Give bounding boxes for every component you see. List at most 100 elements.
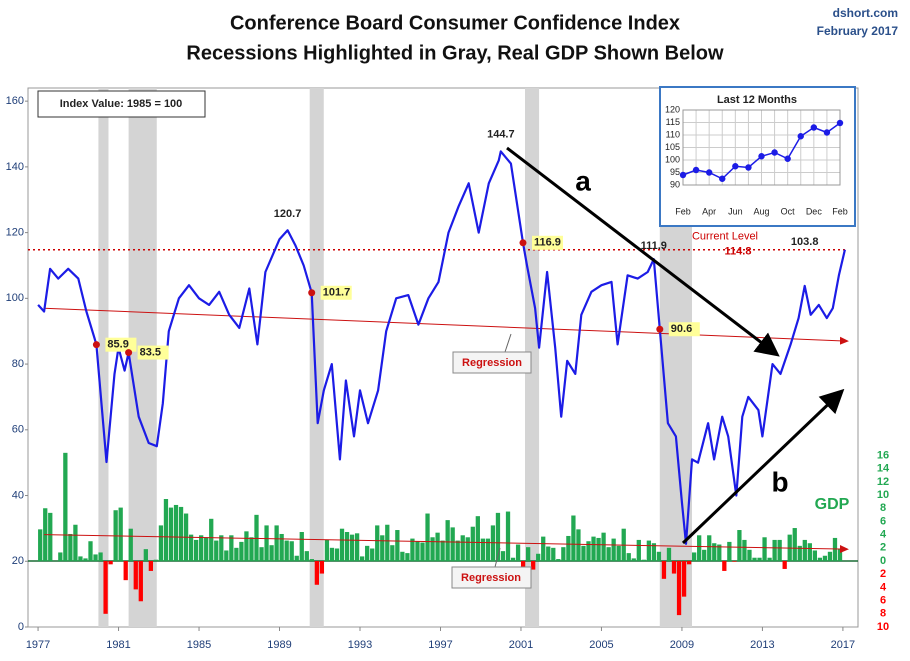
gdp-bar	[309, 559, 314, 562]
y-tick-label: 0	[18, 621, 24, 633]
gdp-bar	[626, 553, 631, 562]
gdp-bar	[777, 539, 782, 562]
gdp-bar	[158, 525, 164, 562]
date: February 2017	[817, 24, 899, 38]
gdp-bar	[651, 543, 657, 562]
gdp-bar	[752, 557, 757, 562]
inset-chart: 90 95 100 105 110 115 120 Feb Apr Jun Aug Oct Dec Feb	[665, 104, 848, 216]
gdp-bar	[485, 538, 491, 562]
x-tick-label: 2017	[831, 639, 855, 651]
gdp-bar	[58, 552, 63, 562]
gdp-bar	[385, 524, 390, 562]
gdp-bar	[289, 541, 294, 562]
inset-y-tick-label: 110	[666, 129, 680, 139]
y2-tick-label: 16	[877, 449, 889, 461]
gdp-bar	[148, 561, 154, 571]
gdp-bar	[697, 535, 702, 562]
gdp-bar	[581, 545, 586, 562]
gdp-bar	[546, 546, 551, 562]
y2-tick-label: 0	[880, 555, 886, 567]
gdp-bar	[601, 532, 606, 562]
gdp-bar	[395, 530, 400, 562]
recession-band	[524, 88, 540, 627]
inset-x-tick-label: Oct	[781, 206, 796, 216]
y-tick-label: 120	[6, 227, 24, 239]
gdp-bar	[541, 536, 546, 562]
point-label: 90.6	[671, 323, 692, 335]
gdp-bar	[611, 538, 616, 562]
gdp-bar	[631, 558, 636, 562]
gdp-bar	[767, 557, 772, 562]
gdp-bar	[676, 561, 682, 616]
gdp-bar	[420, 542, 425, 562]
gdp-bar	[520, 561, 526, 569]
gdp-bar	[415, 541, 420, 562]
peak-label: 103.8	[791, 236, 819, 248]
gdp-bar	[224, 550, 229, 562]
gdp-bar	[63, 452, 68, 562]
y2-tick-label: 6	[880, 515, 886, 527]
gdp-bar	[686, 561, 692, 565]
x-tick-label: 1997	[428, 639, 452, 651]
y2-tick-label: 8	[880, 502, 886, 514]
inset-x-tick-label: Jun	[728, 206, 743, 216]
gdp-bar	[707, 535, 712, 562]
inset-point	[679, 171, 687, 179]
gdp-bar	[556, 559, 561, 562]
gdp-bar	[254, 514, 259, 562]
gdp-bar	[304, 551, 309, 562]
gdp-bar	[566, 535, 571, 562]
y2-tick-label: 4	[880, 529, 887, 541]
peak-label: 120.7	[274, 208, 302, 220]
inset-plot-frame	[682, 109, 841, 186]
inset-x-tick-label: Aug	[753, 206, 769, 216]
y2-tick-label: 8	[880, 608, 886, 620]
y2-tick-label: 10	[877, 489, 889, 501]
regression-label: Regression	[462, 357, 522, 369]
gdp-bar	[510, 557, 516, 562]
gdp-bar	[576, 529, 581, 562]
gdp-bar	[360, 556, 365, 562]
gdp-bar	[239, 541, 244, 562]
gdp-bar	[827, 551, 833, 562]
gdp-bar	[103, 561, 108, 614]
gdp-bar	[430, 537, 435, 562]
gdp-bar	[314, 561, 320, 585]
gdp-bar	[797, 545, 802, 562]
point-label: 85.9	[107, 339, 128, 351]
inset-y-tick-label: 115	[666, 117, 680, 127]
gdp-bar	[178, 506, 184, 562]
gdp-bar	[294, 555, 299, 562]
index-line	[37, 150, 846, 545]
gdp-bar	[264, 525, 269, 562]
y2-tick-label: 2	[880, 542, 886, 554]
y-tick-label: 140	[6, 161, 24, 173]
gdp-bar	[666, 547, 672, 562]
gdp-bar	[83, 558, 88, 562]
y-tick-label: 80	[12, 358, 24, 370]
marked-point	[308, 289, 316, 297]
pointer	[494, 547, 501, 568]
gdp-bar	[329, 547, 335, 562]
gdp-bar	[234, 547, 239, 562]
gdp-bar	[531, 561, 536, 570]
inset-title: Last 12 Months	[717, 94, 797, 106]
gdp-bar	[98, 552, 103, 562]
label-box	[451, 566, 532, 589]
inset-y-tick-label: 100	[665, 154, 680, 164]
gdp-bar	[249, 537, 254, 562]
gdp-bar	[299, 531, 304, 562]
inset-y-tick-label: 95	[670, 167, 680, 177]
gdp-bar	[656, 551, 662, 562]
gdp-bar	[460, 535, 465, 562]
inset-point	[810, 124, 818, 131]
trend-label: a	[575, 165, 591, 196]
gdp-bar	[772, 539, 777, 562]
gdp-bar	[692, 552, 697, 562]
inset-point	[797, 133, 804, 140]
y-tick-label: 20	[12, 555, 24, 567]
gdp-bar	[128, 528, 133, 562]
inset-point	[692, 166, 700, 174]
marked-point	[125, 349, 133, 357]
gdp-bar	[339, 528, 345, 562]
